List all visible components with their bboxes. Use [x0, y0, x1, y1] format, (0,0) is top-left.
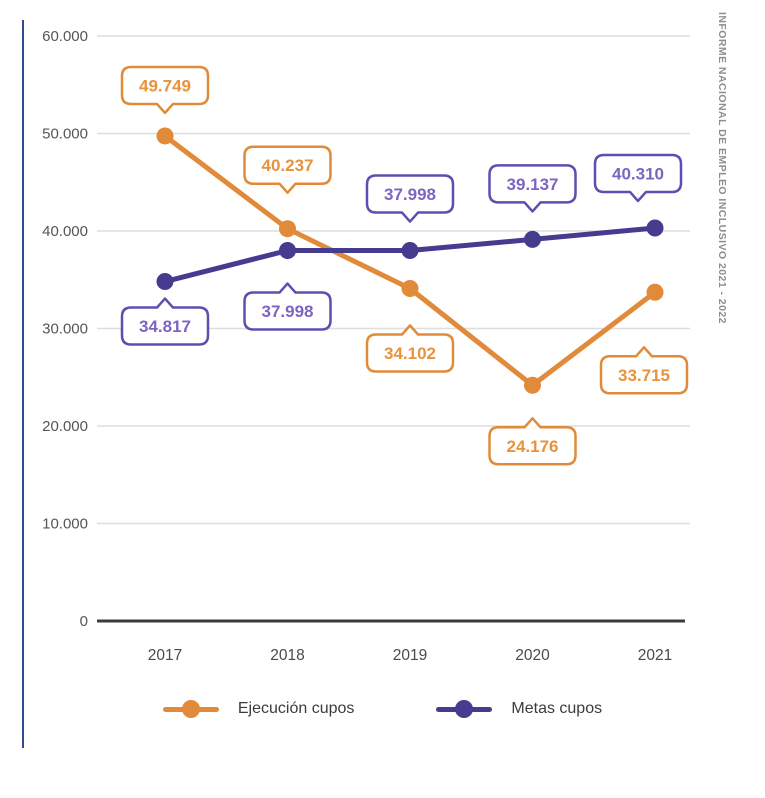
- y-tick-label: 20.000: [42, 418, 88, 435]
- data-label-callout: 24.176: [488, 417, 577, 466]
- data-point: [156, 127, 174, 145]
- data-label-callout: 40.310: [593, 153, 683, 203]
- data-label-callout: 49.749: [120, 65, 210, 115]
- x-tick-label: 2019: [393, 647, 427, 664]
- x-tick-label: 2021: [638, 647, 672, 664]
- callout-bubble: [365, 324, 455, 373]
- data-label-callout: 39.137: [488, 164, 577, 213]
- x-tick-label: 2020: [515, 647, 550, 664]
- callout-value: 33.715: [618, 366, 670, 385]
- data-point: [524, 376, 541, 394]
- callout-value: 39.137: [507, 175, 559, 194]
- report-side-caption: INFORME NACIONAL DE EMPLEO INCLUSIVO 202…: [716, 12, 728, 324]
- data-point: [646, 219, 664, 237]
- callout-bubble: [599, 346, 689, 395]
- callout-bubble: [243, 145, 332, 194]
- data-label-callout: 37.998: [243, 282, 332, 331]
- y-tick-label: 10.000: [42, 516, 88, 533]
- x-tick-label: 2018: [270, 647, 304, 664]
- callout-bubble: [120, 65, 210, 115]
- legend-dot-purple-icon: [455, 700, 474, 718]
- x-tick-label: 2017: [148, 647, 182, 664]
- callout-bubble: [243, 282, 332, 331]
- legend-marker-orange-icon: [162, 700, 219, 718]
- data-point: [401, 242, 419, 260]
- data-label-callout: 40.237: [243, 145, 332, 194]
- callout-bubble: [120, 297, 210, 346]
- data-point: [156, 273, 174, 291]
- legend-item-ejecucion-cupos: Ejecución cupos: [162, 700, 355, 718]
- data-label-callout: 34.817: [120, 297, 210, 346]
- y-tick-label: 0: [80, 613, 88, 630]
- data-point: [401, 280, 419, 298]
- callout-value: 34.817: [139, 317, 191, 336]
- data-label-callout: 34.102: [365, 324, 455, 373]
- legend-label-ejecucion-cupos: Ejecución cupos: [237, 700, 355, 717]
- chart-legend: Ejecución cupos Metas cupos: [0, 700, 765, 718]
- data-point: [279, 242, 296, 260]
- callout-bubble: [488, 417, 577, 466]
- data-point: [279, 220, 296, 238]
- legend-item-metas-cupos: Metas cupos: [436, 700, 602, 718]
- callout-value: 49.749: [139, 76, 191, 95]
- data-label-callout: 33.715: [599, 346, 689, 395]
- y-tick-label: 30.000: [42, 321, 88, 338]
- y-tick-label: 60.000: [42, 28, 88, 45]
- legend-label-metas-cupos: Metas cupos: [511, 700, 603, 717]
- callout-bubble: [365, 174, 455, 223]
- callout-value: 40.310: [612, 164, 664, 183]
- callout-value: 34.102: [384, 344, 436, 363]
- legend-marker-purple-icon: [436, 700, 493, 718]
- callout-value: 24.176: [507, 437, 559, 456]
- data-label-callout: 37.998: [365, 174, 455, 223]
- data-point: [646, 283, 664, 301]
- callout-bubble: [488, 164, 577, 213]
- chart-svg: 60.000 50.000 40.000 30.000 20.000 10.000 0 201…: [42, 28, 690, 664]
- callout-bubble: [593, 153, 683, 203]
- y-tick-label: 40.000: [42, 223, 88, 240]
- callout-value: 37.998: [384, 185, 436, 204]
- callout-value: 40.237: [262, 156, 314, 175]
- left-accent-rule: [22, 20, 24, 748]
- y-tick-label: 50.000: [42, 126, 88, 143]
- callout-value: 37.998: [262, 302, 314, 321]
- legend-dot-orange-icon: [181, 700, 200, 718]
- data-point: [524, 230, 541, 248]
